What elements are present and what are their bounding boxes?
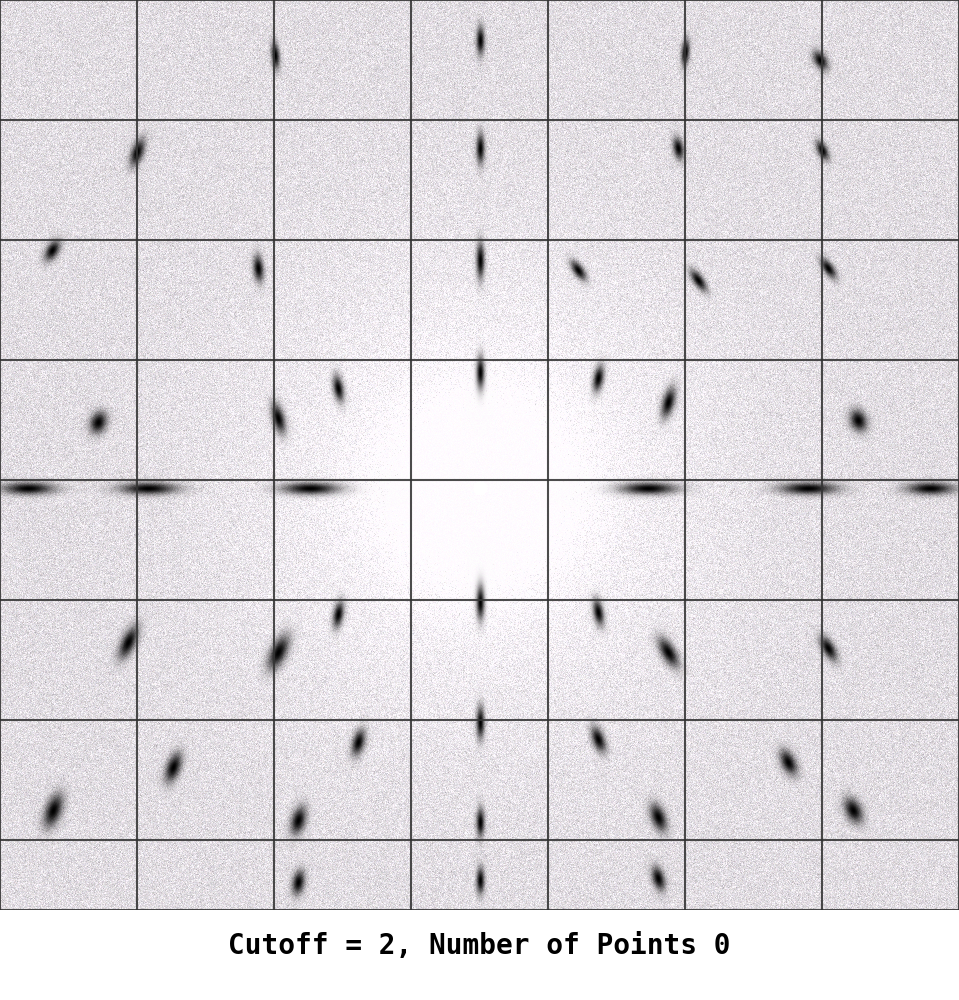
Text: Cutoff = 2, Number of Points 0: Cutoff = 2, Number of Points 0 (228, 932, 731, 960)
